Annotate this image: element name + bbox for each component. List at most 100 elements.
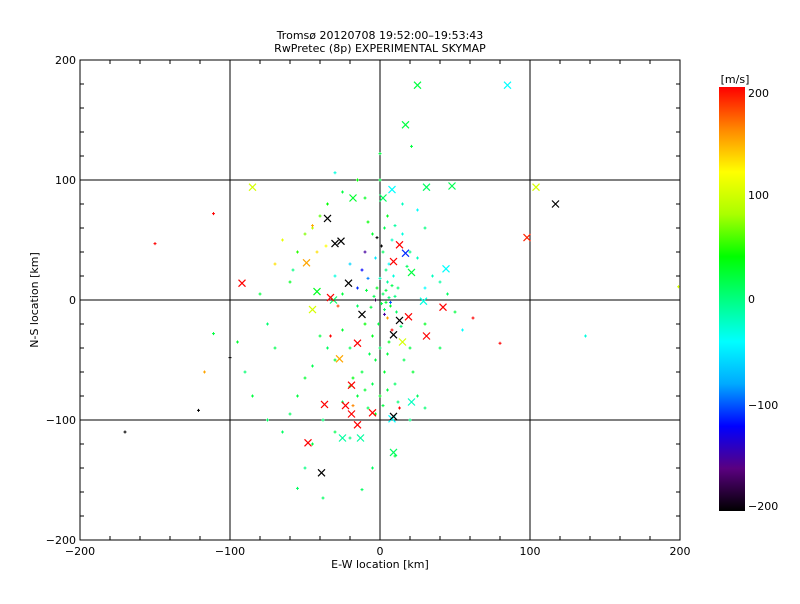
data-point-dot	[363, 322, 367, 326]
data-point-cross	[358, 310, 366, 319]
data-point-cross	[368, 408, 377, 417]
data-point-dot	[273, 262, 277, 266]
data-point-dot	[387, 296, 391, 300]
data-point-dot	[321, 418, 325, 422]
data-point-dot	[366, 406, 370, 410]
data-point-dot	[197, 408, 200, 412]
grid-lines	[80, 60, 680, 540]
data-point-dot	[386, 280, 389, 284]
data-point-dot	[378, 346, 382, 350]
data-point-cross	[551, 200, 560, 208]
data-point-dot	[321, 496, 325, 500]
data-point-dot	[387, 262, 391, 266]
colorbar-tick-label: −100	[748, 399, 778, 412]
data-point-dot	[377, 322, 380, 326]
data-point-dot	[333, 430, 337, 434]
data-point-cross	[523, 233, 531, 242]
data-point-dot	[365, 288, 368, 292]
data-point-dot	[311, 442, 314, 446]
data-point-dot	[311, 224, 314, 228]
data-point-dot	[395, 310, 398, 314]
data-point-dot	[348, 436, 352, 440]
data-point-dot	[408, 346, 412, 350]
y-axis-label: N-S location [km]	[28, 252, 41, 348]
data-point-dot	[371, 232, 374, 236]
data-point-dot	[383, 312, 386, 316]
data-point-dot	[333, 274, 337, 278]
data-point-dot	[360, 370, 364, 374]
data-point-dot	[416, 394, 419, 398]
data-point-cross	[347, 381, 356, 390]
data-point-dot	[383, 226, 386, 230]
data-point-cross	[413, 81, 422, 90]
data-point-dot	[384, 268, 388, 272]
data-point-dot	[266, 322, 269, 326]
data-point-cross	[353, 420, 362, 429]
data-point-cross	[302, 258, 311, 267]
colorbar-label: [m/s]	[721, 73, 750, 86]
data-point-cross	[326, 293, 335, 302]
data-point-dot	[369, 305, 373, 309]
data-point-cross	[341, 401, 350, 410]
data-point-dot	[374, 256, 377, 260]
data-point-cross	[238, 279, 246, 288]
y-tick-label: −200	[46, 534, 76, 547]
data-point-dot	[228, 356, 232, 360]
y-tick-labels: −200 −100 0 100 200	[46, 54, 76, 547]
data-point-cross	[419, 297, 428, 306]
data-point-dot	[387, 340, 391, 344]
data-point-dot	[393, 294, 397, 298]
data-point-dot	[389, 304, 392, 308]
data-point-dot	[288, 412, 292, 416]
data-point-dot	[396, 286, 400, 290]
data-point-dot	[318, 214, 322, 218]
data-point-cross	[344, 279, 353, 288]
data-point-dot	[386, 388, 389, 392]
data-point-dot	[296, 394, 299, 398]
y-tick-label: 100	[55, 174, 76, 187]
x-tick-label: 200	[670, 545, 691, 558]
data-point-cross	[338, 434, 347, 442]
data-point-dot	[348, 346, 352, 350]
data-point-dot	[471, 316, 475, 320]
data-point-dot	[438, 280, 442, 284]
data-point-dot	[461, 328, 464, 332]
data-point-cross	[317, 468, 326, 477]
data-point-dot	[381, 250, 385, 254]
x-tick-label: 100	[520, 545, 541, 558]
data-point-cross	[401, 249, 410, 258]
data-point-dot	[153, 242, 157, 246]
data-point-dot	[380, 244, 383, 248]
colorbar-tick-label: −200	[748, 500, 778, 513]
data-point-dot	[386, 352, 389, 356]
data-point-dot	[381, 292, 385, 296]
data-point-dot	[236, 340, 239, 344]
data-point-dot	[396, 400, 400, 404]
data-point-cross	[388, 414, 396, 423]
data-point-dot	[315, 250, 319, 254]
data-point-dot	[360, 268, 364, 272]
data-point-dot	[384, 288, 388, 292]
data-point-cross	[313, 287, 321, 296]
data-point-cross	[353, 339, 362, 348]
data-point-dot	[243, 370, 247, 374]
data-point-dot	[423, 286, 427, 290]
data-point-dot	[371, 466, 374, 470]
data-point-dot	[375, 286, 379, 290]
data-point-dot	[326, 202, 329, 206]
data-point-dot	[371, 382, 374, 386]
data-point-dot	[303, 376, 307, 380]
data-point-dot	[378, 152, 382, 156]
data-point-dot	[389, 300, 392, 304]
data-point-cross	[335, 354, 344, 363]
data-point-cross	[422, 183, 431, 192]
data-point-dot	[378, 276, 382, 280]
plot-frame	[79, 59, 681, 541]
data-point-dot	[401, 232, 404, 236]
data-point-dot	[341, 328, 344, 332]
data-point-dot	[363, 196, 367, 200]
data-point-dot	[123, 430, 127, 434]
data-point-dot	[356, 394, 359, 398]
data-point-cross	[308, 305, 317, 314]
